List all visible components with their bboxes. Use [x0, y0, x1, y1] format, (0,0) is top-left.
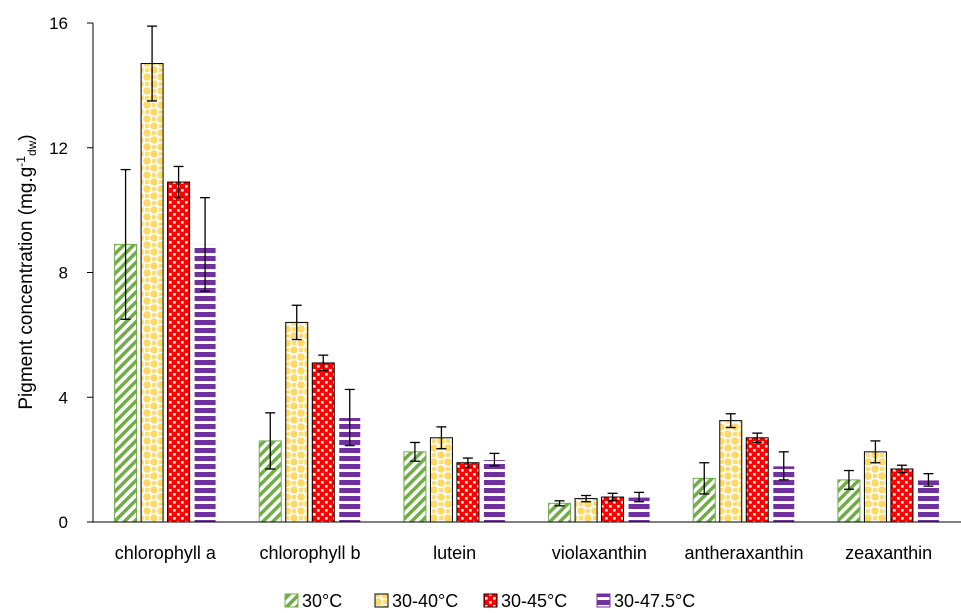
- bar: [456, 462, 480, 523]
- y-axis: 0 4 8 12 16: [49, 14, 94, 532]
- legend-swatch: [596, 593, 611, 608]
- x-category-label: lutein: [433, 543, 476, 563]
- x-category-label: chlorophyll a: [115, 543, 217, 563]
- legend-label: 30-47.5°C: [614, 591, 695, 611]
- legend: 30°C 30-40°C 30-45°C 30-47.5°C: [284, 591, 695, 611]
- bar: [403, 451, 427, 523]
- bar: [890, 468, 914, 523]
- legend-swatch: [284, 593, 299, 608]
- y-tick-label: 0: [59, 513, 68, 532]
- x-category-label: antheraxanthin: [684, 543, 803, 563]
- legend-label: 30-45°C: [501, 591, 567, 611]
- bar: [429, 437, 453, 523]
- x-axis: chlorophyll a chlorophyll b lutein violaxan…: [93, 521, 961, 563]
- bar: [285, 321, 309, 523]
- bar: [311, 362, 335, 523]
- y-tick-label: 4: [59, 388, 68, 407]
- y-tick-label: 12: [49, 139, 68, 158]
- legend-swatch: [483, 593, 498, 608]
- bar: [719, 420, 743, 523]
- bar: [745, 437, 769, 523]
- legend-label: 30°C: [302, 591, 342, 611]
- bar: [140, 63, 164, 523]
- bars: [114, 63, 940, 523]
- legend-label: 30-40°C: [392, 591, 458, 611]
- bar: [482, 459, 506, 523]
- error-bars: [120, 25, 934, 507]
- y-tick-label: 16: [49, 14, 68, 33]
- x-category-label: chlorophyll b: [259, 543, 360, 563]
- x-category-label: violaxanthin: [552, 543, 647, 563]
- x-category-label: zeaxanthin: [845, 543, 932, 563]
- y-tick-label: 8: [59, 264, 68, 283]
- bar: [167, 181, 191, 523]
- legend-swatch: [374, 593, 389, 608]
- y-axis-title: Pigment concentration (mg.g-1dw): [14, 134, 39, 409]
